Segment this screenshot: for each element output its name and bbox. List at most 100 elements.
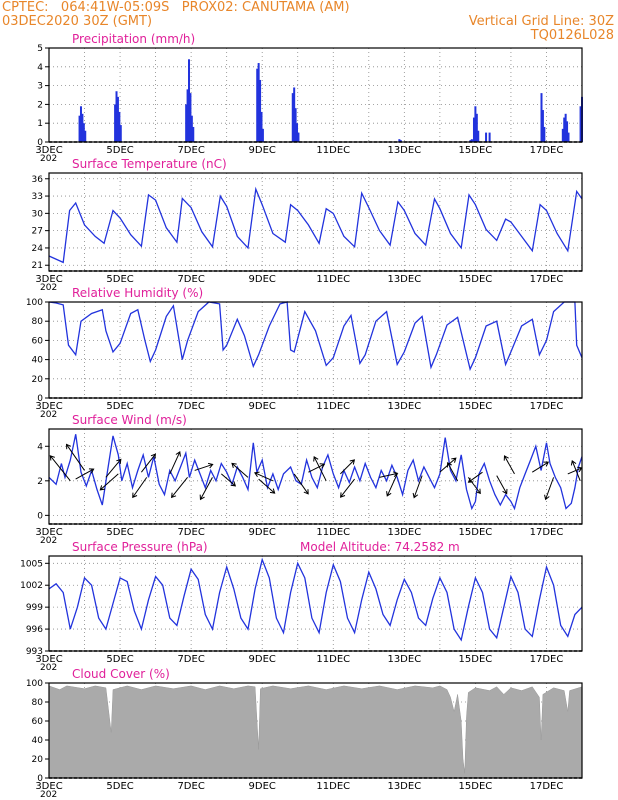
y-tick-label: 996 bbox=[26, 625, 43, 635]
y-tick-label: 60 bbox=[32, 717, 44, 727]
panel-rh: 0 20 40 60 80 100 3DEC 5DEC 7DEC 9DEC 11DEC 13DEC 15… bbox=[26, 286, 583, 420]
y-tick-label: 4 bbox=[37, 63, 43, 73]
x-tick-label: 15DEC bbox=[459, 527, 493, 538]
precip-bar bbox=[82, 123, 85, 142]
x-tick-label: 5DEC bbox=[106, 401, 133, 412]
precip-bar bbox=[579, 106, 582, 142]
precip-bar bbox=[261, 128, 264, 142]
wind-arrow bbox=[169, 451, 181, 475]
x-tick-label: 11DEC bbox=[316, 654, 350, 665]
y-tick-label: 1 bbox=[37, 119, 43, 129]
wind-arrow bbox=[379, 471, 399, 478]
header-line1: CPTEC: 064:41W-05:09S PROX02: CANUTAMA (… bbox=[2, 0, 350, 15]
precip-bar bbox=[294, 108, 297, 142]
panel-title: Precipitation (mm/h) bbox=[72, 32, 195, 46]
x-tick-label: 13DEC bbox=[387, 781, 421, 792]
wind-arrow bbox=[258, 478, 276, 494]
x-tick-label: 11DEC bbox=[316, 274, 350, 285]
y-tick-label: 36 bbox=[32, 175, 44, 185]
x-tick-label: 17DEC bbox=[530, 654, 564, 665]
wind-arrow bbox=[293, 473, 309, 495]
y-tick-label: 993 bbox=[26, 647, 43, 657]
wind-arrow bbox=[105, 458, 122, 478]
precip-bar bbox=[488, 132, 491, 142]
precip-bar bbox=[477, 130, 480, 142]
precip-bar bbox=[475, 113, 478, 142]
precip-bar bbox=[563, 117, 566, 142]
precip-bar bbox=[259, 79, 262, 142]
x-tick-label: 7DEC bbox=[177, 274, 204, 285]
x-tick-label: 3DEC bbox=[35, 401, 62, 412]
y-tick-label: 27 bbox=[32, 227, 43, 237]
x-tick-label: 7DEC bbox=[177, 527, 204, 538]
x-tick-label: 13DEC bbox=[387, 274, 421, 285]
x-tick-label: 15DEC bbox=[459, 145, 493, 156]
x-tick-label: 9DEC bbox=[249, 654, 276, 665]
y-tick-label: 2 bbox=[37, 477, 43, 487]
wind-arrow bbox=[170, 477, 188, 499]
wind-arrow bbox=[496, 475, 508, 495]
x-year-stub: 202 bbox=[40, 154, 57, 164]
panel-title: Cloud Cover (%) bbox=[72, 667, 170, 681]
panel-frame bbox=[48, 172, 583, 272]
wind-arrow bbox=[544, 477, 555, 501]
panel-title: Surface Wind (m/s) bbox=[72, 413, 187, 427]
x-tick-label: 3DEC bbox=[35, 527, 62, 538]
y-tick-label: 999 bbox=[26, 603, 43, 613]
precip-bar bbox=[291, 93, 294, 142]
header-grid-note: Vertical Grid Line: 30Z bbox=[468, 14, 614, 29]
panel-title: Surface Pressure (hPa) bbox=[72, 540, 208, 554]
precip-bar bbox=[564, 113, 567, 142]
x-tick-label: 7DEC bbox=[177, 654, 204, 665]
wind-arrow bbox=[231, 462, 249, 478]
precip-bar bbox=[541, 110, 544, 142]
header-date: 03DEC2020 30Z (GMT) bbox=[2, 14, 153, 29]
wind-arrow bbox=[140, 453, 156, 473]
x-tick-label: 17DEC bbox=[530, 145, 564, 156]
wind-arrow bbox=[446, 461, 459, 482]
wind-arrow bbox=[313, 455, 327, 482]
wind-arrow bbox=[75, 468, 95, 480]
panel-frame bbox=[48, 47, 583, 143]
y-tick-label: 1005 bbox=[20, 559, 43, 569]
panel-frame bbox=[48, 555, 583, 652]
wind-arrow bbox=[467, 477, 481, 495]
precip-bar bbox=[297, 132, 300, 142]
precip-bar bbox=[543, 126, 546, 142]
precip-bar bbox=[119, 125, 122, 142]
precip-bar bbox=[115, 91, 118, 142]
wind-arrow bbox=[308, 463, 326, 473]
precip-bar bbox=[189, 93, 192, 142]
y-tick-label: 0 bbox=[37, 394, 43, 404]
y-tick-label: 2 bbox=[37, 100, 43, 110]
precip-bar bbox=[470, 139, 473, 142]
y-tick-label: 5 bbox=[37, 44, 43, 54]
y-tick-label: 100 bbox=[26, 679, 43, 689]
x-tick-label: 9DEC bbox=[249, 781, 276, 792]
wind-arrow bbox=[467, 471, 483, 483]
x-year-stub: 202 bbox=[40, 283, 57, 293]
precip-bar bbox=[114, 104, 117, 142]
wind-series-line bbox=[48, 434, 583, 511]
header-run-id: TQ0126L028 bbox=[530, 28, 614, 43]
x-tick-label: 13DEC bbox=[387, 527, 421, 538]
x-tick-label: 3DEC bbox=[35, 145, 62, 156]
x-tick-label: 9DEC bbox=[249, 401, 276, 412]
wind-arrow bbox=[531, 461, 550, 473]
x-tick-label: 13DEC bbox=[387, 145, 421, 156]
x-tick-label: 11DEC bbox=[316, 401, 350, 412]
wind-arrow bbox=[99, 473, 119, 491]
x-tick-label: 11DEC bbox=[316, 145, 350, 156]
y-tick-label: 100 bbox=[26, 298, 43, 308]
y-tick-label: 4 bbox=[37, 442, 43, 452]
x-year-stub: 202 bbox=[40, 410, 57, 420]
x-tick-label: 15DEC bbox=[459, 401, 493, 412]
wind-arrow bbox=[49, 455, 71, 482]
precip-bar bbox=[260, 111, 263, 142]
y-tick-label: 24 bbox=[32, 244, 44, 254]
y-tick-label: 21 bbox=[32, 261, 43, 271]
x-tick-label: 3DEC bbox=[35, 781, 62, 792]
panel-title: Surface Temperature (nC) bbox=[72, 157, 227, 171]
panel-title: Relative Humidity (%) bbox=[72, 286, 203, 300]
